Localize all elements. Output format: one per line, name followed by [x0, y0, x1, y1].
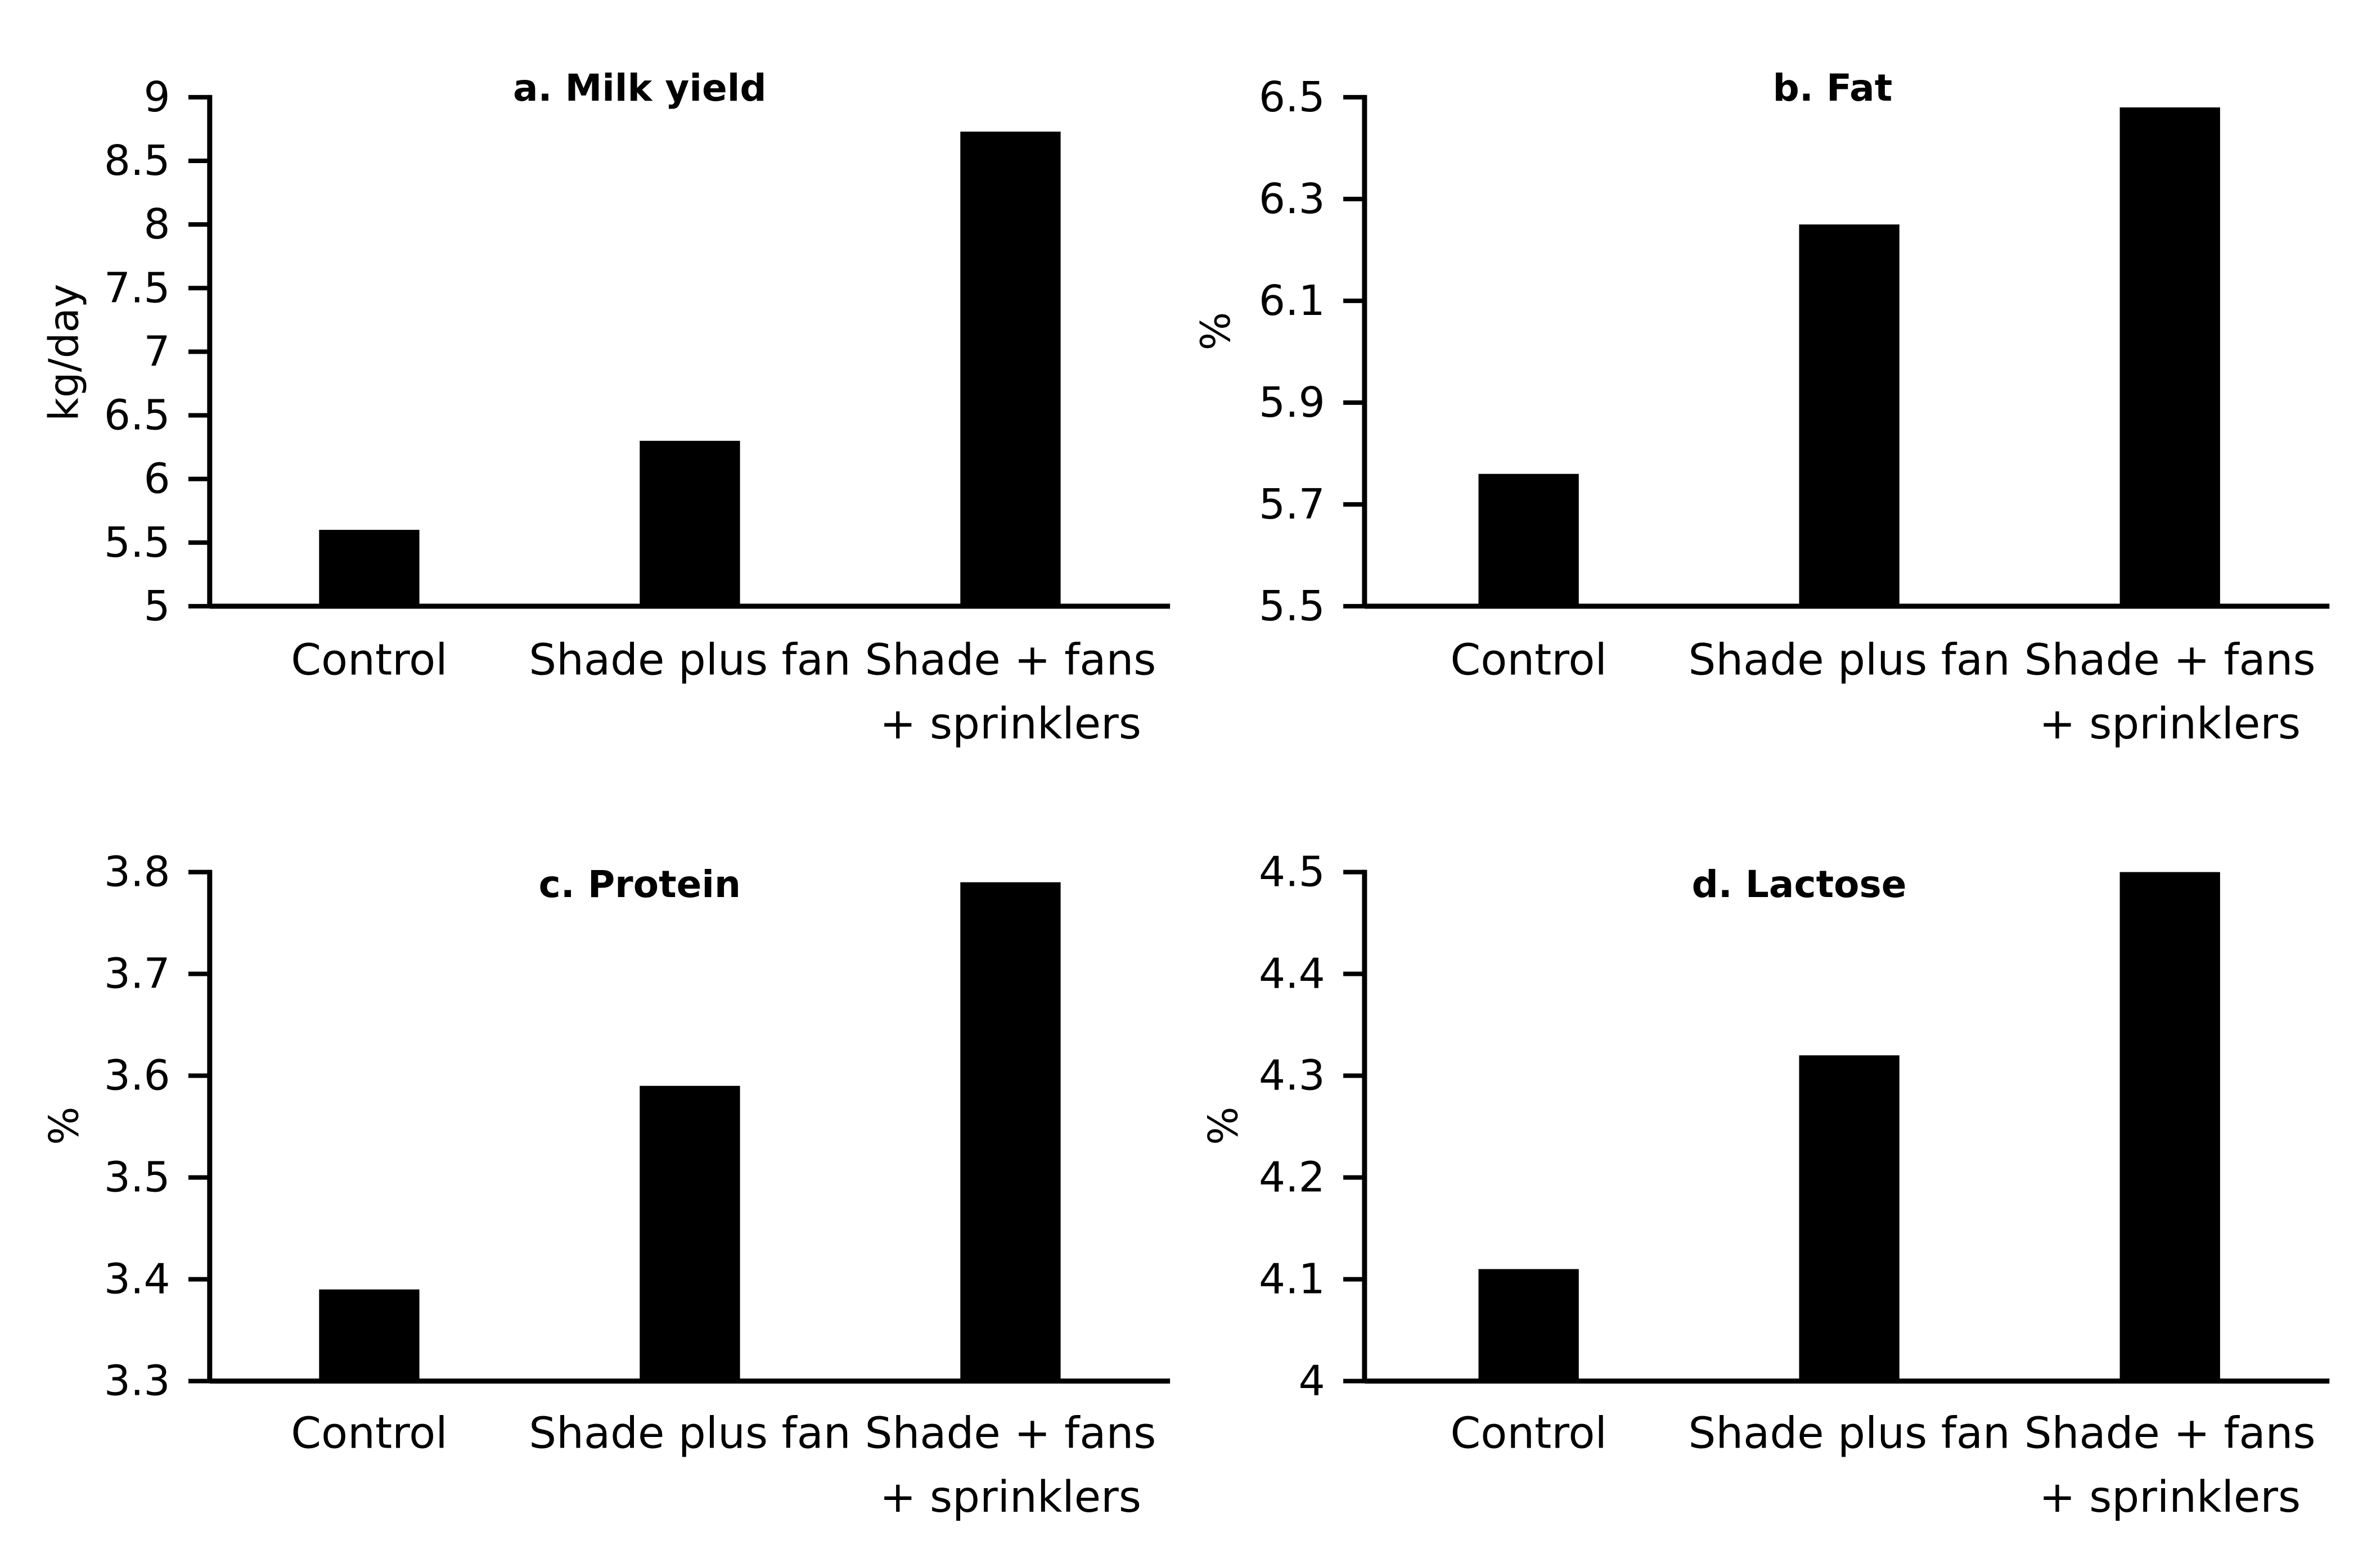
chart-panel: 5.5 5.7 5.9 6.1 6.3 6.5 Control Shade plus fan S… — [1192, 66, 2330, 749]
x-category-label: Shade plus fan — [1689, 635, 2010, 685]
x-category-label: Shade plus fan — [529, 635, 850, 685]
y-tick-label: 4.3 — [1259, 1052, 1325, 1100]
y-tick-label: 5.5 — [104, 519, 170, 567]
bar — [2119, 107, 2220, 606]
chart-panel: 4 4.1 4.2 4.3 4.4 4.5 Control Shade plus fan Sha… — [1200, 848, 2330, 1522]
chart-panel: 5 5.5 6 6.5 7 7.5 8 8.5 9 Control Shade plus fan Sh… — [40, 66, 1171, 749]
y-axis-label: % — [1192, 312, 1239, 350]
y-tick-label: 6.5 — [1259, 73, 1325, 121]
bar — [1799, 224, 1900, 606]
y-tick-label: 5 — [143, 582, 170, 630]
bar — [1478, 474, 1579, 606]
y-tick-label: 3.7 — [104, 950, 170, 998]
bar — [640, 1085, 740, 1381]
y-tick-label: 3.8 — [104, 848, 170, 896]
x-category-label: Control — [291, 1409, 447, 1459]
y-tick-label: 3.4 — [104, 1255, 170, 1304]
y-tick-label: 5.5 — [1259, 582, 1325, 630]
bar — [319, 530, 420, 606]
y-tick-label: 3.5 — [104, 1154, 170, 1202]
y-tick-label: 5.7 — [1259, 480, 1325, 529]
y-tick-label: 4.2 — [1259, 1154, 1325, 1202]
bar — [960, 132, 1061, 606]
panel-title: c. Protein — [539, 863, 741, 906]
x-category-label: Shade plus fan — [1689, 1409, 2010, 1459]
chart-panel: 3.3 3.4 3.5 3.6 3.7 3.8 Control Shade plus fan S… — [40, 848, 1171, 1522]
y-tick-label: 6.3 — [1259, 175, 1325, 223]
panel-title: b. Fat — [1773, 66, 1893, 110]
y-tick-label: 6 — [143, 455, 170, 503]
x-category-label: Shade plus fan — [529, 1409, 850, 1459]
bar — [640, 440, 740, 606]
y-tick-label: 3.6 — [104, 1052, 170, 1100]
bar — [1799, 1055, 1900, 1381]
y-tick-label: 4.4 — [1259, 950, 1325, 998]
y-tick-label: 8 — [143, 200, 170, 249]
panel-title: d. Lactose — [1692, 863, 1907, 906]
x-category-label: Control — [291, 635, 447, 685]
x-category-label: Control — [1451, 1409, 1607, 1459]
y-axis-label: % — [1200, 1107, 1247, 1145]
x-category-label: Shade + fans + sprinklers — [2024, 635, 2316, 749]
y-tick-label: 6.5 — [104, 391, 170, 440]
x-category-label: Shade + fans + sprinklers — [865, 1409, 1156, 1522]
x-category-label: Shade + fans + sprinklers — [2024, 1409, 2316, 1522]
bar — [960, 882, 1061, 1381]
bar — [319, 1289, 420, 1381]
y-tick-label: 4.1 — [1259, 1255, 1325, 1304]
panel-title: a. Milk yield — [513, 66, 767, 110]
y-tick-label: 5.9 — [1259, 379, 1325, 427]
y-tick-label: 6.1 — [1259, 277, 1325, 325]
bar — [2119, 872, 2220, 1381]
y-axis-label: kg/day — [40, 284, 87, 421]
x-category-label: Control — [1451, 635, 1607, 685]
y-tick-label: 9 — [143, 73, 170, 121]
y-tick-label: 7.5 — [104, 264, 170, 312]
y-tick-label: 7 — [143, 327, 170, 376]
y-tick-label: 4.5 — [1259, 848, 1325, 896]
y-tick-label: 3.3 — [104, 1357, 170, 1405]
y-axis-label: % — [40, 1107, 87, 1145]
bar — [1478, 1269, 1579, 1381]
x-category-label: Shade + fans + sprinklers — [865, 635, 1156, 749]
y-tick-label: 8.5 — [104, 137, 170, 185]
y-tick-label: 4 — [1299, 1357, 1325, 1405]
